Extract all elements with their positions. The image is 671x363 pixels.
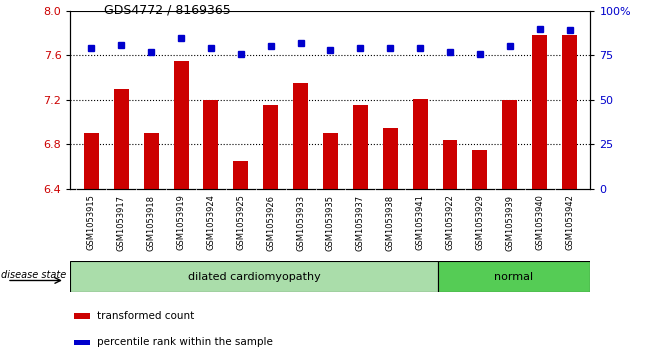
Text: GSM1053917: GSM1053917 [117, 195, 125, 250]
Text: GSM1053935: GSM1053935 [326, 195, 335, 250]
Text: normal: normal [495, 272, 533, 282]
Bar [472, 150, 487, 189]
Text: GSM1053915: GSM1053915 [87, 195, 96, 250]
Text: GSM1053929: GSM1053929 [475, 195, 484, 250]
Bar [443, 140, 458, 189]
Bar [562, 35, 577, 189]
Bar [293, 83, 308, 189]
Text: GSM1053925: GSM1053925 [236, 195, 246, 250]
Text: transformed count: transformed count [97, 311, 194, 321]
Bar [234, 161, 248, 189]
Bar [503, 100, 517, 189]
Bar [532, 35, 547, 189]
Text: GSM1053941: GSM1053941 [415, 195, 425, 250]
Text: GSM1053922: GSM1053922 [446, 195, 454, 250]
Text: GSM1053938: GSM1053938 [386, 195, 395, 251]
Text: GSM1053919: GSM1053919 [176, 195, 186, 250]
FancyBboxPatch shape [437, 261, 590, 292]
FancyBboxPatch shape [70, 261, 437, 292]
Bar [263, 105, 278, 189]
Bar [323, 133, 338, 189]
Bar [174, 61, 189, 189]
Text: percentile rank within the sample: percentile rank within the sample [97, 338, 272, 347]
Bar [74, 314, 90, 319]
Bar [353, 105, 368, 189]
Bar [413, 99, 427, 189]
Text: GSM1053924: GSM1053924 [207, 195, 215, 250]
Text: GSM1053933: GSM1053933 [296, 195, 305, 251]
Text: GSM1053939: GSM1053939 [505, 195, 514, 250]
Text: dilated cardiomyopathy: dilated cardiomyopathy [188, 272, 320, 282]
Bar [203, 100, 218, 189]
Text: disease state: disease state [1, 270, 66, 280]
Bar [114, 89, 129, 189]
Bar [74, 340, 90, 345]
Text: GSM1053926: GSM1053926 [266, 195, 275, 250]
Text: GDS4772 / 8169365: GDS4772 / 8169365 [104, 4, 231, 17]
Bar [84, 133, 99, 189]
Text: GSM1053937: GSM1053937 [356, 195, 365, 251]
Text: GSM1053918: GSM1053918 [147, 195, 156, 250]
Text: GSM1053942: GSM1053942 [565, 195, 574, 250]
Bar [382, 128, 398, 189]
Bar [144, 133, 158, 189]
Text: GSM1053940: GSM1053940 [535, 195, 544, 250]
